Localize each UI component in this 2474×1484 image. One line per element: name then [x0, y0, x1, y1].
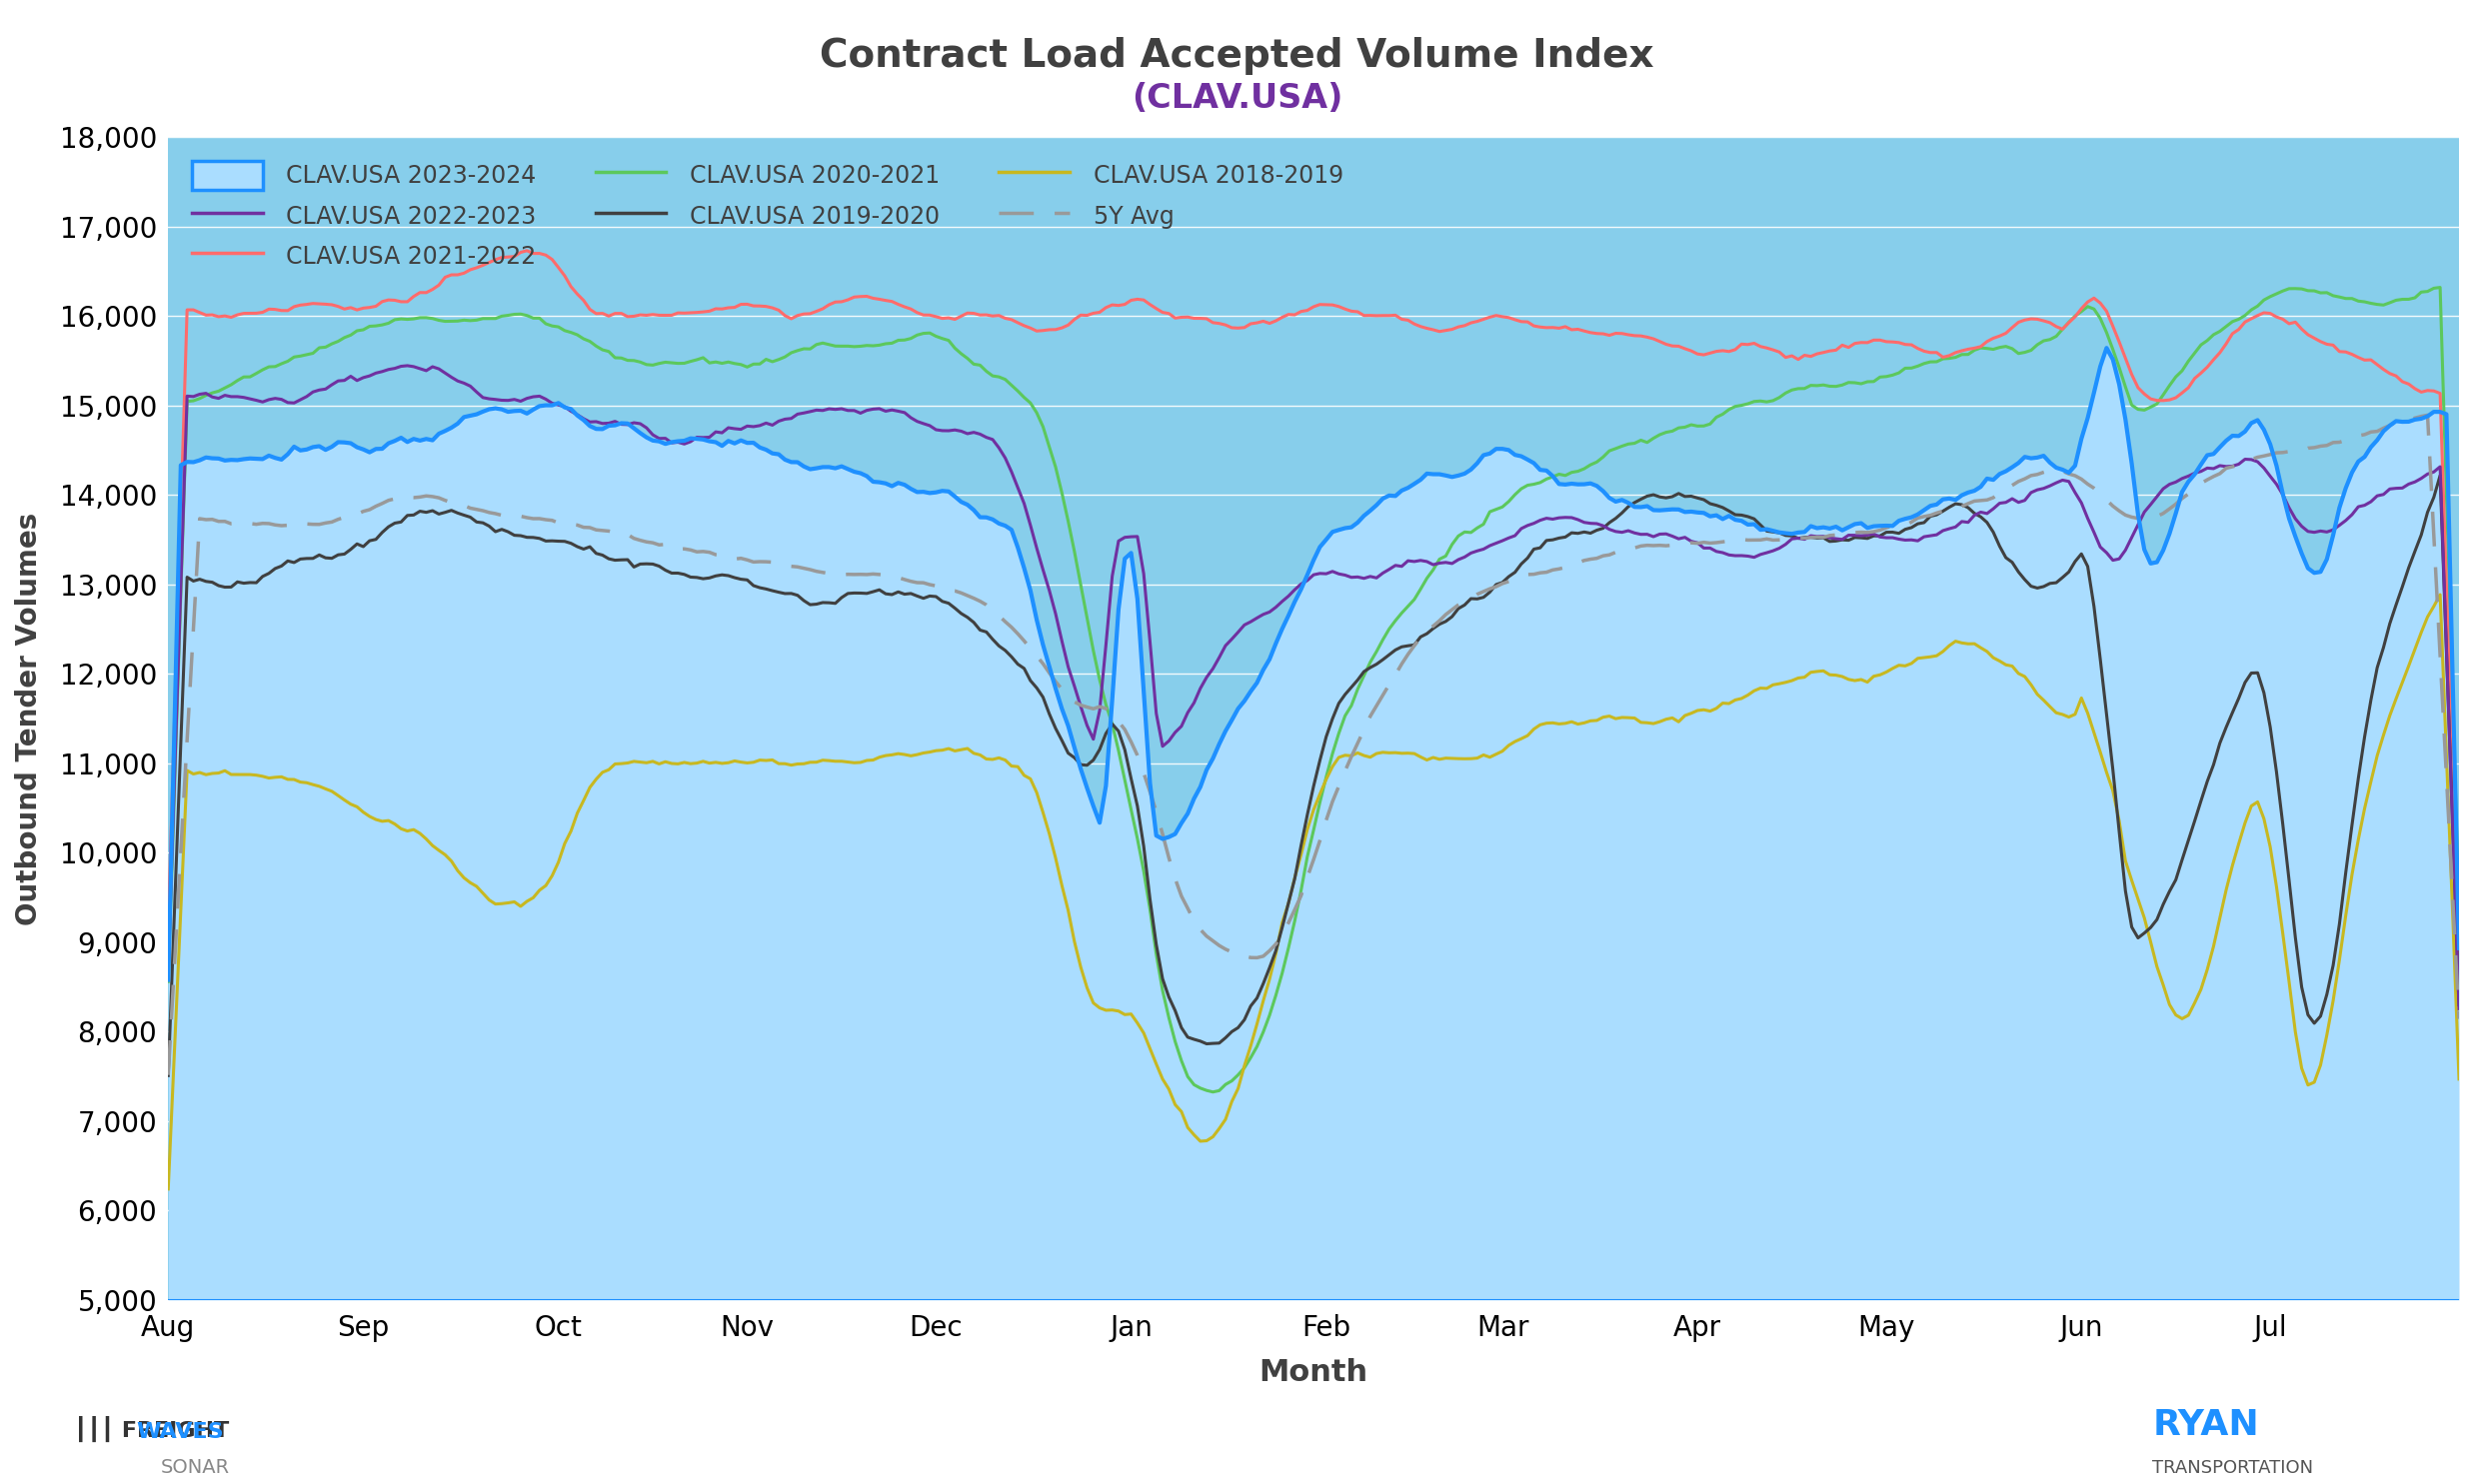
- Text: WAVES: WAVES: [136, 1423, 223, 1442]
- Text: RYAN: RYAN: [2152, 1408, 2259, 1442]
- Text: ┃┃┃ FREIGHT: ┃┃┃ FREIGHT: [74, 1416, 230, 1442]
- X-axis label: Month: Month: [1259, 1358, 1368, 1388]
- Text: SONAR: SONAR: [161, 1457, 230, 1477]
- Legend: CLAV.USA 2023-2024, CLAV.USA 2022-2023, CLAV.USA 2021-2022, CLAV.USA 2020-2021, : CLAV.USA 2023-2024, CLAV.USA 2022-2023, …: [181, 148, 1356, 282]
- Text: Contract Load Accepted Volume Index: Contract Load Accepted Volume Index: [819, 37, 1655, 76]
- Y-axis label: Outbound Tender Volumes: Outbound Tender Volumes: [15, 512, 42, 925]
- Text: TRANSPORTATION: TRANSPORTATION: [2152, 1459, 2313, 1477]
- Text: (CLAV.USA): (CLAV.USA): [1131, 82, 1343, 114]
